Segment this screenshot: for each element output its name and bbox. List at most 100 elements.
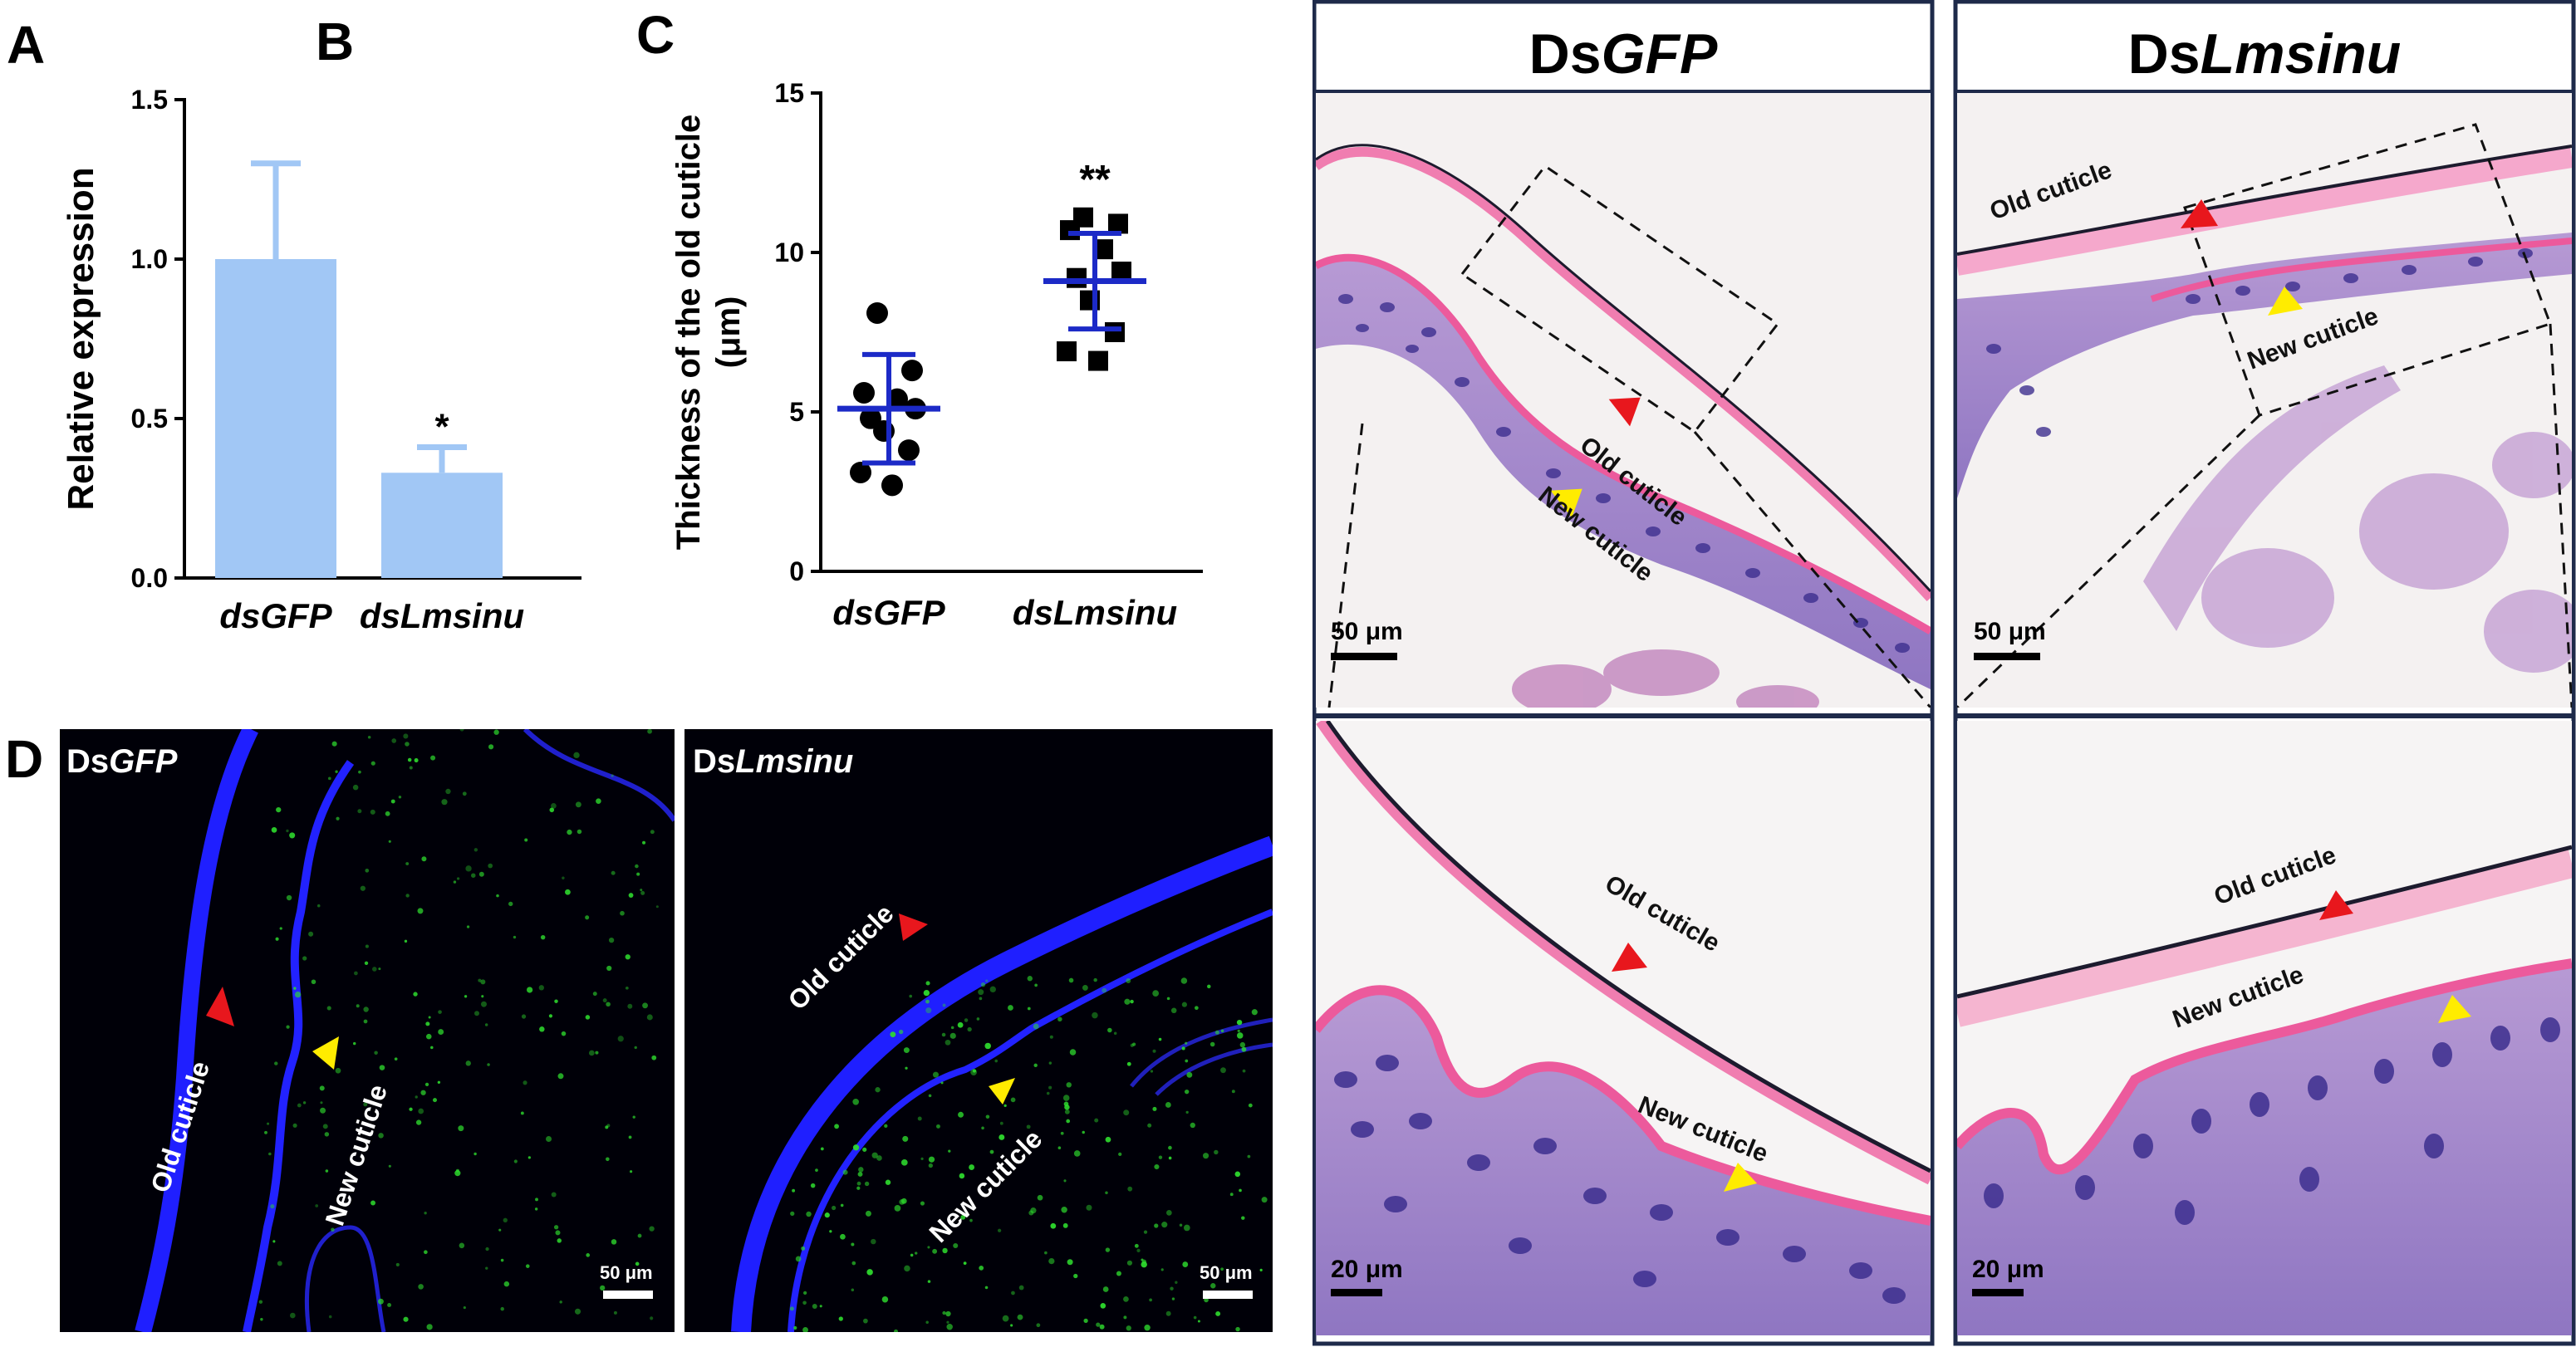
signal-dot [527, 1156, 531, 1159]
panel-label-c: C [636, 5, 675, 65]
signal-dot [437, 1080, 441, 1084]
signal-dot [315, 1204, 319, 1207]
signal-dot [404, 939, 408, 943]
scale-bar [1972, 1289, 2024, 1296]
signal-dot [365, 869, 370, 873]
signal-dot [272, 1240, 276, 1243]
signal-dot [1067, 1259, 1073, 1266]
signal-dot [1073, 1273, 1078, 1279]
signal-dot [1203, 1153, 1209, 1159]
signal-dot [1248, 1103, 1253, 1108]
signal-dot [1048, 1061, 1052, 1065]
signal-dot [611, 774, 614, 777]
signal-dot [1207, 984, 1211, 989]
signal-dot [586, 1253, 591, 1257]
signal-dot [795, 1256, 802, 1262]
signal-dot [567, 829, 572, 835]
signal-dot [1057, 1016, 1062, 1021]
signal-dot [409, 766, 413, 770]
signal-dot [1154, 1223, 1159, 1228]
signal-dot [920, 1157, 924, 1160]
signal-dot [407, 757, 412, 762]
signal-dot [473, 1152, 477, 1156]
y-tick-label: 0.5 [131, 404, 168, 433]
signal-dot [957, 1021, 964, 1028]
signal-dot [902, 1135, 909, 1142]
signal-dot [424, 1212, 427, 1215]
signal-dot [1220, 1267, 1224, 1271]
signal-dot [1144, 1325, 1151, 1331]
signal-dot [565, 889, 571, 895]
signal-dot [819, 1305, 822, 1308]
signal-dot [969, 1164, 975, 1171]
signal-dot [1062, 1095, 1070, 1101]
signal-dot [378, 967, 381, 971]
signal-dot [557, 1238, 562, 1243]
signal-dot [555, 1230, 561, 1236]
signal-dot [876, 1155, 882, 1161]
signal-dot [438, 1010, 442, 1014]
signal-dot [1241, 1216, 1245, 1220]
signal-dot [1154, 1163, 1160, 1170]
signal-dot [802, 1291, 807, 1296]
signal-dot [358, 770, 361, 774]
signal-dot [840, 1203, 844, 1207]
signal-dot [302, 956, 307, 961]
signal-dot [390, 799, 395, 804]
signal-dot [1066, 1119, 1071, 1124]
signal-dot [840, 1233, 846, 1240]
y-tick-label: 1.0 [131, 244, 168, 274]
signal-dot [1048, 1257, 1055, 1265]
signal-dot [1127, 1186, 1133, 1192]
signal-dot [856, 1186, 861, 1190]
signal-dot [985, 1114, 990, 1119]
signal-dot [585, 1015, 591, 1020]
signal-dot [1143, 1230, 1148, 1234]
signal-dot [485, 1247, 489, 1251]
signal-dot [1034, 983, 1038, 987]
chart-b: 0 5 10 15 Thickness of the old cuticle (μm) ds… [670, 78, 1203, 632]
signal-dot [592, 992, 597, 997]
signal-dot [627, 1003, 633, 1009]
signal-dot [395, 1262, 400, 1266]
signal-dot [999, 1134, 1005, 1140]
signal-dot [909, 994, 913, 998]
signal-dot [413, 992, 418, 997]
signal-dot [1186, 1071, 1193, 1078]
signal-dot [1064, 1105, 1070, 1110]
signal-dot [526, 987, 533, 993]
signal-dot [454, 1170, 461, 1177]
signal-dot [385, 811, 390, 816]
signal-dot [500, 1258, 504, 1262]
signal-dot [842, 1169, 848, 1175]
signal-dot [890, 1031, 896, 1038]
signal-dot [424, 1082, 429, 1087]
signal-dot [374, 1051, 378, 1055]
signal-dot [981, 1126, 984, 1130]
signal-dot [1057, 1146, 1062, 1149]
panel-label-d: D [5, 729, 44, 789]
signal-dot [851, 1261, 856, 1266]
signal-dot [1048, 1085, 1052, 1090]
signal-dot [1082, 1130, 1085, 1134]
signal-dot [277, 1261, 282, 1266]
signal-dot [559, 1300, 562, 1304]
signal-dot [852, 1144, 860, 1151]
signal-dot [473, 848, 478, 852]
scale-label: 50 μm [1200, 1262, 1253, 1283]
signal-dot [1185, 1041, 1188, 1045]
signal-dot [1235, 1326, 1240, 1332]
signal-dot [1050, 1222, 1057, 1229]
signal-dot [523, 1080, 527, 1085]
signal-dot [1116, 1271, 1121, 1276]
signal-dot [1152, 990, 1160, 997]
signal-dot [405, 894, 410, 898]
x-tick-label: dsGFP [219, 596, 332, 635]
signal-dot [967, 1026, 972, 1032]
signal-dot [503, 1217, 508, 1222]
signal-dot [488, 863, 493, 869]
signal-dot [642, 1002, 648, 1009]
panel-label-b: B [316, 12, 355, 71]
signal-dot [650, 830, 655, 835]
signal-dot [1105, 1247, 1111, 1252]
